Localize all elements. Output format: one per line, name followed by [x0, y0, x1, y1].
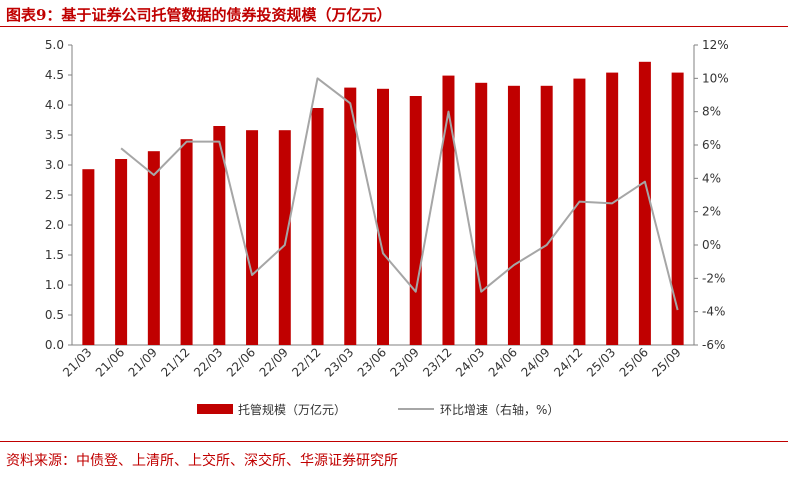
x-tick-label: 21/03	[60, 345, 94, 379]
bar	[573, 78, 586, 345]
x-tick-label: 21/09	[126, 345, 160, 379]
left-tick-label: 4.0	[45, 98, 64, 112]
bar	[442, 75, 455, 345]
bar	[180, 139, 193, 345]
right-tick-label: 0%	[702, 238, 721, 252]
x-tick-label: 23/12	[420, 345, 454, 379]
bar	[82, 169, 95, 345]
right-tick-label: -2%	[702, 271, 725, 285]
legend-label-line: 环比增速（右轴，%）	[440, 402, 559, 417]
x-tick-label: 21/06	[93, 345, 127, 379]
left-tick-label: 3.5	[45, 128, 64, 142]
chart: 0.0 0.5 1.0 1.5 2.0 2.5 3.0 3.5 4.0 4.5 5.0 -6% -4%…	[45, 38, 729, 417]
left-axis-ticks: 0.0 0.5 1.0 1.5 2.0 2.5 3.0 3.5 4.0 4.5 5.0	[45, 38, 72, 352]
x-axis-ticks: 21/0321/0621/0921/1222/0322/0622/0922/12…	[60, 345, 684, 379]
bar	[147, 151, 160, 345]
x-tick-label: 23/06	[355, 345, 389, 379]
bar	[311, 108, 324, 345]
right-tick-label: 6%	[702, 138, 721, 152]
x-tick-label: 21/12	[158, 345, 192, 379]
bar	[344, 87, 357, 345]
bar	[475, 82, 488, 346]
bar	[278, 130, 291, 345]
bar	[606, 72, 619, 345]
right-tick-label: 12%	[702, 38, 729, 52]
chart-title: 图表9：基于证券公司托管数据的债券投资规模（万亿元）	[6, 6, 392, 24]
x-tick-label: 25/06	[617, 345, 651, 379]
bar	[671, 72, 684, 345]
left-tick-label: 0.0	[45, 338, 64, 352]
legend-label-bar: 托管规模（万亿元）	[238, 402, 346, 417]
bar	[246, 130, 259, 345]
left-tick-label: 3.0	[45, 158, 64, 172]
line-series	[120, 77, 679, 311]
bar	[377, 88, 389, 346]
x-tick-label: 24/06	[486, 345, 520, 379]
x-tick-label: 22/12	[289, 345, 323, 379]
x-tick-label: 24/12	[551, 345, 585, 379]
x-tick-label: 25/09	[649, 345, 683, 379]
x-tick-label: 23/03	[322, 345, 356, 379]
bar-series	[82, 61, 684, 346]
right-tick-label: 2%	[702, 205, 721, 219]
right-tick-label: 10%	[702, 71, 729, 85]
x-tick-label: 23/09	[387, 345, 421, 379]
x-tick-label: 22/09	[257, 345, 291, 379]
left-tick-label: 1.0	[45, 278, 64, 292]
source-note: 资料来源：中债登、上清所、上交所、深交所、华源证券研究所	[6, 453, 398, 469]
left-tick-label: 2.0	[45, 218, 64, 232]
bar	[409, 96, 422, 345]
bar	[507, 85, 520, 346]
left-tick-label: 0.5	[45, 308, 64, 322]
x-tick-label: 25/03	[584, 345, 618, 379]
right-tick-label: 4%	[702, 171, 721, 185]
left-tick-label: 4.5	[45, 68, 64, 82]
right-axis-ticks: -6% -4% -2% 0% 2% 4% 6% 8% 10% 12%	[694, 38, 729, 352]
right-tick-label: -4%	[702, 305, 725, 319]
x-tick-label: 22/03	[191, 345, 225, 379]
left-tick-label: 5.0	[45, 38, 64, 52]
bar	[115, 159, 128, 345]
bar	[540, 85, 553, 346]
bar	[638, 61, 651, 346]
left-tick-label: 1.5	[45, 248, 64, 262]
x-tick-label: 24/03	[453, 345, 487, 379]
source-divider	[0, 441, 788, 442]
x-tick-label: 24/09	[518, 345, 552, 379]
legend-swatch-bar	[197, 404, 233, 414]
left-tick-label: 2.5	[45, 188, 64, 202]
x-tick-label: 22/06	[224, 345, 258, 379]
legend: 托管规模（万亿元） 环比增速（右轴，%）	[197, 402, 559, 417]
title-divider	[0, 26, 788, 27]
right-tick-label: 8%	[702, 105, 721, 119]
growth-line	[120, 77, 679, 311]
bar	[213, 126, 226, 345]
right-tick-label: -6%	[702, 338, 725, 352]
